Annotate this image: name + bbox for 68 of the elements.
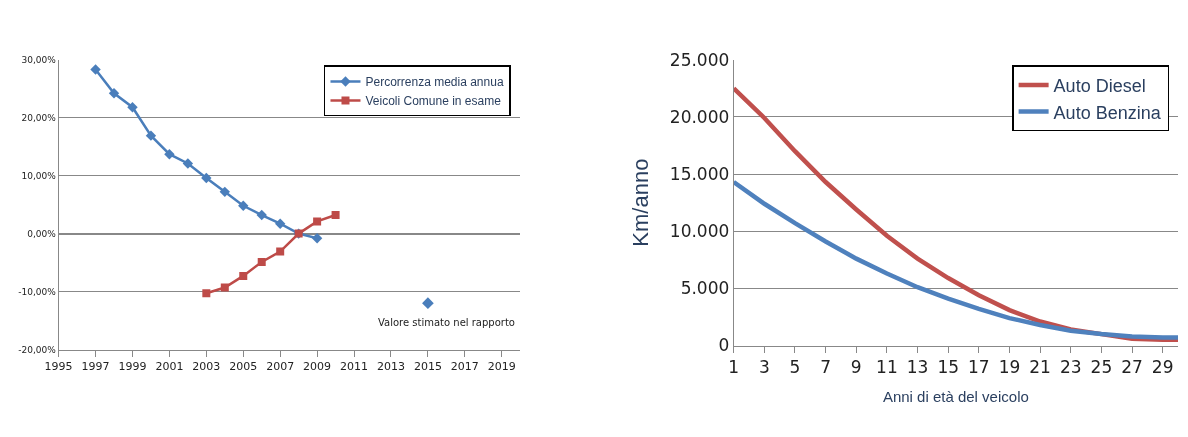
point bbox=[239, 271, 248, 280]
x-tick-label: 2003 bbox=[192, 359, 221, 373]
legend-label: Veicoli Comune in esame bbox=[365, 94, 502, 109]
x-tick-label: 2015 bbox=[413, 359, 442, 373]
x-tick-label: 3 bbox=[758, 356, 770, 377]
point bbox=[90, 64, 101, 75]
x-tick-label: 2011 bbox=[340, 359, 369, 373]
x-tick-label: 2009 bbox=[303, 359, 332, 373]
x-tick-label: 29 bbox=[1151, 356, 1174, 377]
x-tick-label: 21 bbox=[1029, 356, 1051, 377]
point bbox=[257, 257, 266, 266]
x-tick-label: 27 bbox=[1121, 356, 1143, 377]
x-tick-label: 1999 bbox=[118, 359, 147, 373]
x-tick-label: 2005 bbox=[229, 359, 258, 373]
y-tick-label: 10.000 bbox=[669, 221, 730, 242]
y-tick-label: -20,00% bbox=[18, 344, 57, 355]
point bbox=[202, 289, 211, 298]
x-tick-label: 2017 bbox=[450, 359, 479, 373]
point bbox=[127, 102, 138, 113]
point bbox=[311, 233, 323, 244]
x-tick-label: 1997 bbox=[81, 359, 110, 373]
y-tick-label: 15.000 bbox=[669, 163, 730, 184]
x-tick-label: 15 bbox=[937, 356, 960, 377]
point bbox=[201, 172, 212, 184]
x-tick-label: 13 bbox=[906, 356, 929, 377]
x-tick-label: 17 bbox=[968, 356, 990, 377]
x-tick-label: 25 bbox=[1090, 356, 1113, 377]
y-axis-title: Km/anno bbox=[627, 158, 653, 247]
y-tick-label: -10,00% bbox=[18, 286, 57, 297]
point bbox=[238, 200, 249, 211]
x-tick-label: 2019 bbox=[487, 359, 516, 373]
y-tick-label: 5.000 bbox=[680, 278, 730, 299]
point bbox=[274, 218, 286, 229]
legend-label: Auto Benzina bbox=[1053, 102, 1162, 123]
legend-label: Percorrenza media annua bbox=[365, 75, 504, 90]
x-tick-label: 1 bbox=[728, 356, 740, 377]
x-tick-label: 2013 bbox=[376, 359, 405, 373]
point bbox=[422, 297, 434, 309]
y-tick-label: 20.000 bbox=[669, 106, 730, 127]
x-tick-label: 9 bbox=[850, 356, 862, 377]
y-tick-label: 25.000 bbox=[669, 49, 730, 70]
point bbox=[145, 130, 157, 141]
point bbox=[276, 247, 285, 256]
x-tick-label: 19 bbox=[998, 356, 1021, 377]
y-tick-label: 30,00% bbox=[21, 54, 57, 65]
y-tick-label: 0 bbox=[718, 335, 730, 356]
x-tick-label: 5 bbox=[789, 356, 801, 377]
point bbox=[164, 148, 175, 160]
annotation: Valore stimato nel rapporto bbox=[378, 317, 515, 328]
point bbox=[182, 158, 194, 169]
point bbox=[313, 217, 322, 226]
point bbox=[331, 211, 340, 220]
x-tick-label: 7 bbox=[820, 356, 832, 377]
point bbox=[256, 209, 267, 221]
x-tick-label: 11 bbox=[876, 356, 898, 377]
point bbox=[219, 186, 230, 198]
y-tick-label: 20,00% bbox=[21, 112, 57, 123]
x-tick-label: 2001 bbox=[155, 359, 184, 373]
x-tick-label: 2007 bbox=[266, 359, 295, 373]
y-tick-label: 10,00% bbox=[21, 170, 57, 181]
x-axis-title: Anni di età del veicolo bbox=[882, 387, 1029, 405]
x-tick-label: 1995 bbox=[44, 359, 73, 373]
legend-label: Auto Diesel bbox=[1053, 76, 1146, 97]
point bbox=[108, 88, 120, 99]
point bbox=[220, 283, 229, 292]
y-tick-label: 0,00% bbox=[27, 228, 57, 239]
x-tick-label: 23 bbox=[1059, 356, 1082, 377]
line-series bbox=[733, 179, 1178, 340]
